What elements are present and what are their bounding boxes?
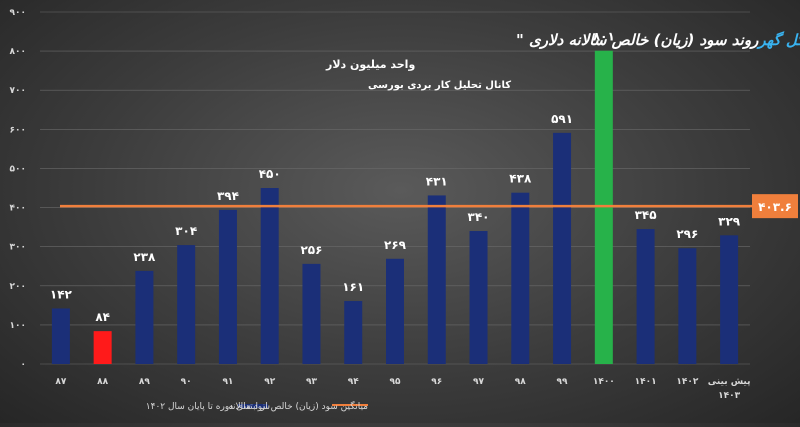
bar-value-label: ۱۶۱: [342, 280, 364, 294]
average-label: ۴۰۳.۶: [758, 200, 792, 214]
bar: [511, 192, 530, 364]
bar: [51, 308, 70, 364]
bar-value-label: ۳۲۹: [718, 214, 741, 228]
legend-label-average: میانگین سود (زیان) خالص از ابتدای دوره ت…: [146, 400, 368, 412]
bar: [469, 231, 488, 364]
x-tick-label: ۹۸: [515, 377, 526, 387]
x-tick-label: ۱۴۰۰: [593, 377, 615, 387]
bar-value-label: ۸۴: [95, 310, 110, 324]
bar: [553, 132, 572, 364]
bars: ۱۴۲ ۸۴ ۲۳۸ ۳۰۴ ۳۹۴ ۴۵۰ ۲۵۶ ۱۶۱ ۲۶۹ ۴۳۱ ۳۴۰ ۴۳۸ ۵۹۱ ۸۰…: [50, 30, 741, 364]
bar: [260, 188, 279, 364]
x-tick-label: ۹۰: [181, 377, 192, 387]
x-tick-label-line2: ۱۴۰۳: [718, 391, 740, 401]
x-tick-label: ۹۹: [557, 377, 568, 387]
x-tick-label: ۱۴۰۱: [635, 377, 657, 387]
bar-value-label: ۴۳۱: [426, 174, 448, 188]
legend: سود سالانه میانگین سود (زیان) خالص از اب…: [146, 400, 368, 412]
legend-label-bar: سود سالانه: [228, 402, 270, 412]
x-tick-label: ۸۹: [139, 377, 150, 387]
y-tick-label: ۲۰۰: [10, 282, 26, 292]
bar: [386, 258, 404, 364]
x-tick-label: ۸۸: [97, 377, 108, 387]
x-tick-label: ۹۱: [222, 377, 233, 387]
bar-value-label: ۲۹۶: [676, 227, 698, 241]
y-tick-label: ۱۰۰: [10, 321, 26, 331]
x-tick-label: ۹۳: [306, 377, 317, 387]
bar-value-label: ۱۴۲: [50, 287, 73, 301]
average-label-box: [752, 194, 798, 219]
legend-swatch-average: [332, 404, 368, 406]
bar: [177, 245, 196, 364]
chart-title-prefix: روند سود (زیان) خالص سالانه دلاری ": [516, 31, 759, 49]
average-line-group: ۴۰۳.۶: [60, 194, 798, 219]
bar: [344, 301, 363, 364]
x-tick-label: ۹۷: [473, 377, 484, 387]
bar: [427, 195, 446, 364]
bar: [93, 331, 112, 364]
bar: [636, 229, 655, 364]
x-tick-label: پیش بینی: [708, 377, 751, 387]
x-tick-label: ۱۴۰۲: [676, 377, 698, 387]
bar-value-label: ۸۰۱: [593, 30, 615, 44]
y-tick-label: ۸۰۰: [10, 47, 26, 57]
y-tick-label: ۹۰۰: [10, 8, 26, 18]
bar-value-label: ۴۳۸: [509, 172, 532, 186]
y-tick-label: ۴۰۰: [10, 204, 26, 214]
y-tick-label: ۳۰۰: [10, 243, 26, 253]
bar-value-label: ۳۴۰: [468, 210, 490, 224]
chart-title-company: صنعتی و معدنی گل گهر: [756, 31, 800, 49]
y-tick-label: ۵۰۰: [10, 164, 26, 174]
bar-value-label: ۳۰۴: [175, 224, 197, 238]
y-tick-label: ۰: [21, 360, 27, 370]
y-tick-label: ۷۰۰: [10, 86, 26, 96]
chart-title: "صنعتی و معدنی گل گهرروند سود (زیان) خال…: [516, 31, 800, 49]
x-tick-label: ۸۷: [55, 377, 66, 387]
bar: [135, 270, 154, 364]
y-tick-label: ۶۰۰: [10, 125, 26, 135]
bar-value-label: ۳۹۴: [217, 189, 239, 203]
gridlines: [40, 11, 750, 365]
chart-subtitle-unit: واحد میلیون دلار: [325, 58, 415, 71]
chart-subtitle-channel: کانال تحلیل کار بردی بورسی: [368, 80, 511, 91]
bar-value-label: ۳۴۵: [635, 208, 657, 222]
bar-value-label: ۲۵۶: [300, 243, 322, 257]
legend-swatch-bar: [238, 404, 268, 408]
bar: [678, 248, 697, 364]
x-tick-label: ۹۵: [390, 377, 401, 387]
x-tick-label: ۹۶: [431, 377, 442, 387]
bar-value-label: ۲۳۸: [133, 250, 156, 264]
x-tick-label: ۹۲: [264, 377, 275, 387]
x-axis-ticks: ۸۷ ۸۸ ۸۹ ۹۰ ۹۱ ۹۲ ۹۳ ۹۴ ۹۵ ۹۶ ۹۷ ۹۸ ۹۹ ۱۴۰۰ ۱۴۰۱ ۱۴۰۲ پی…: [55, 377, 750, 401]
x-tick-label: ۹۴: [348, 377, 359, 387]
bar-value-label: ۵۹۱: [551, 112, 573, 126]
bar-value-label: ۴۵۰: [259, 167, 281, 181]
y-axis-ticks: ۰ ۱۰۰ ۲۰۰ ۳۰۰ ۴۰۰ ۵۰۰ ۶۰۰ ۷۰۰ ۸۰۰ ۹۰۰: [10, 8, 26, 370]
bar: [218, 209, 237, 364]
bar: [720, 235, 739, 364]
bar: [302, 263, 321, 364]
bar-value-label: ۲۶۹: [384, 238, 407, 252]
